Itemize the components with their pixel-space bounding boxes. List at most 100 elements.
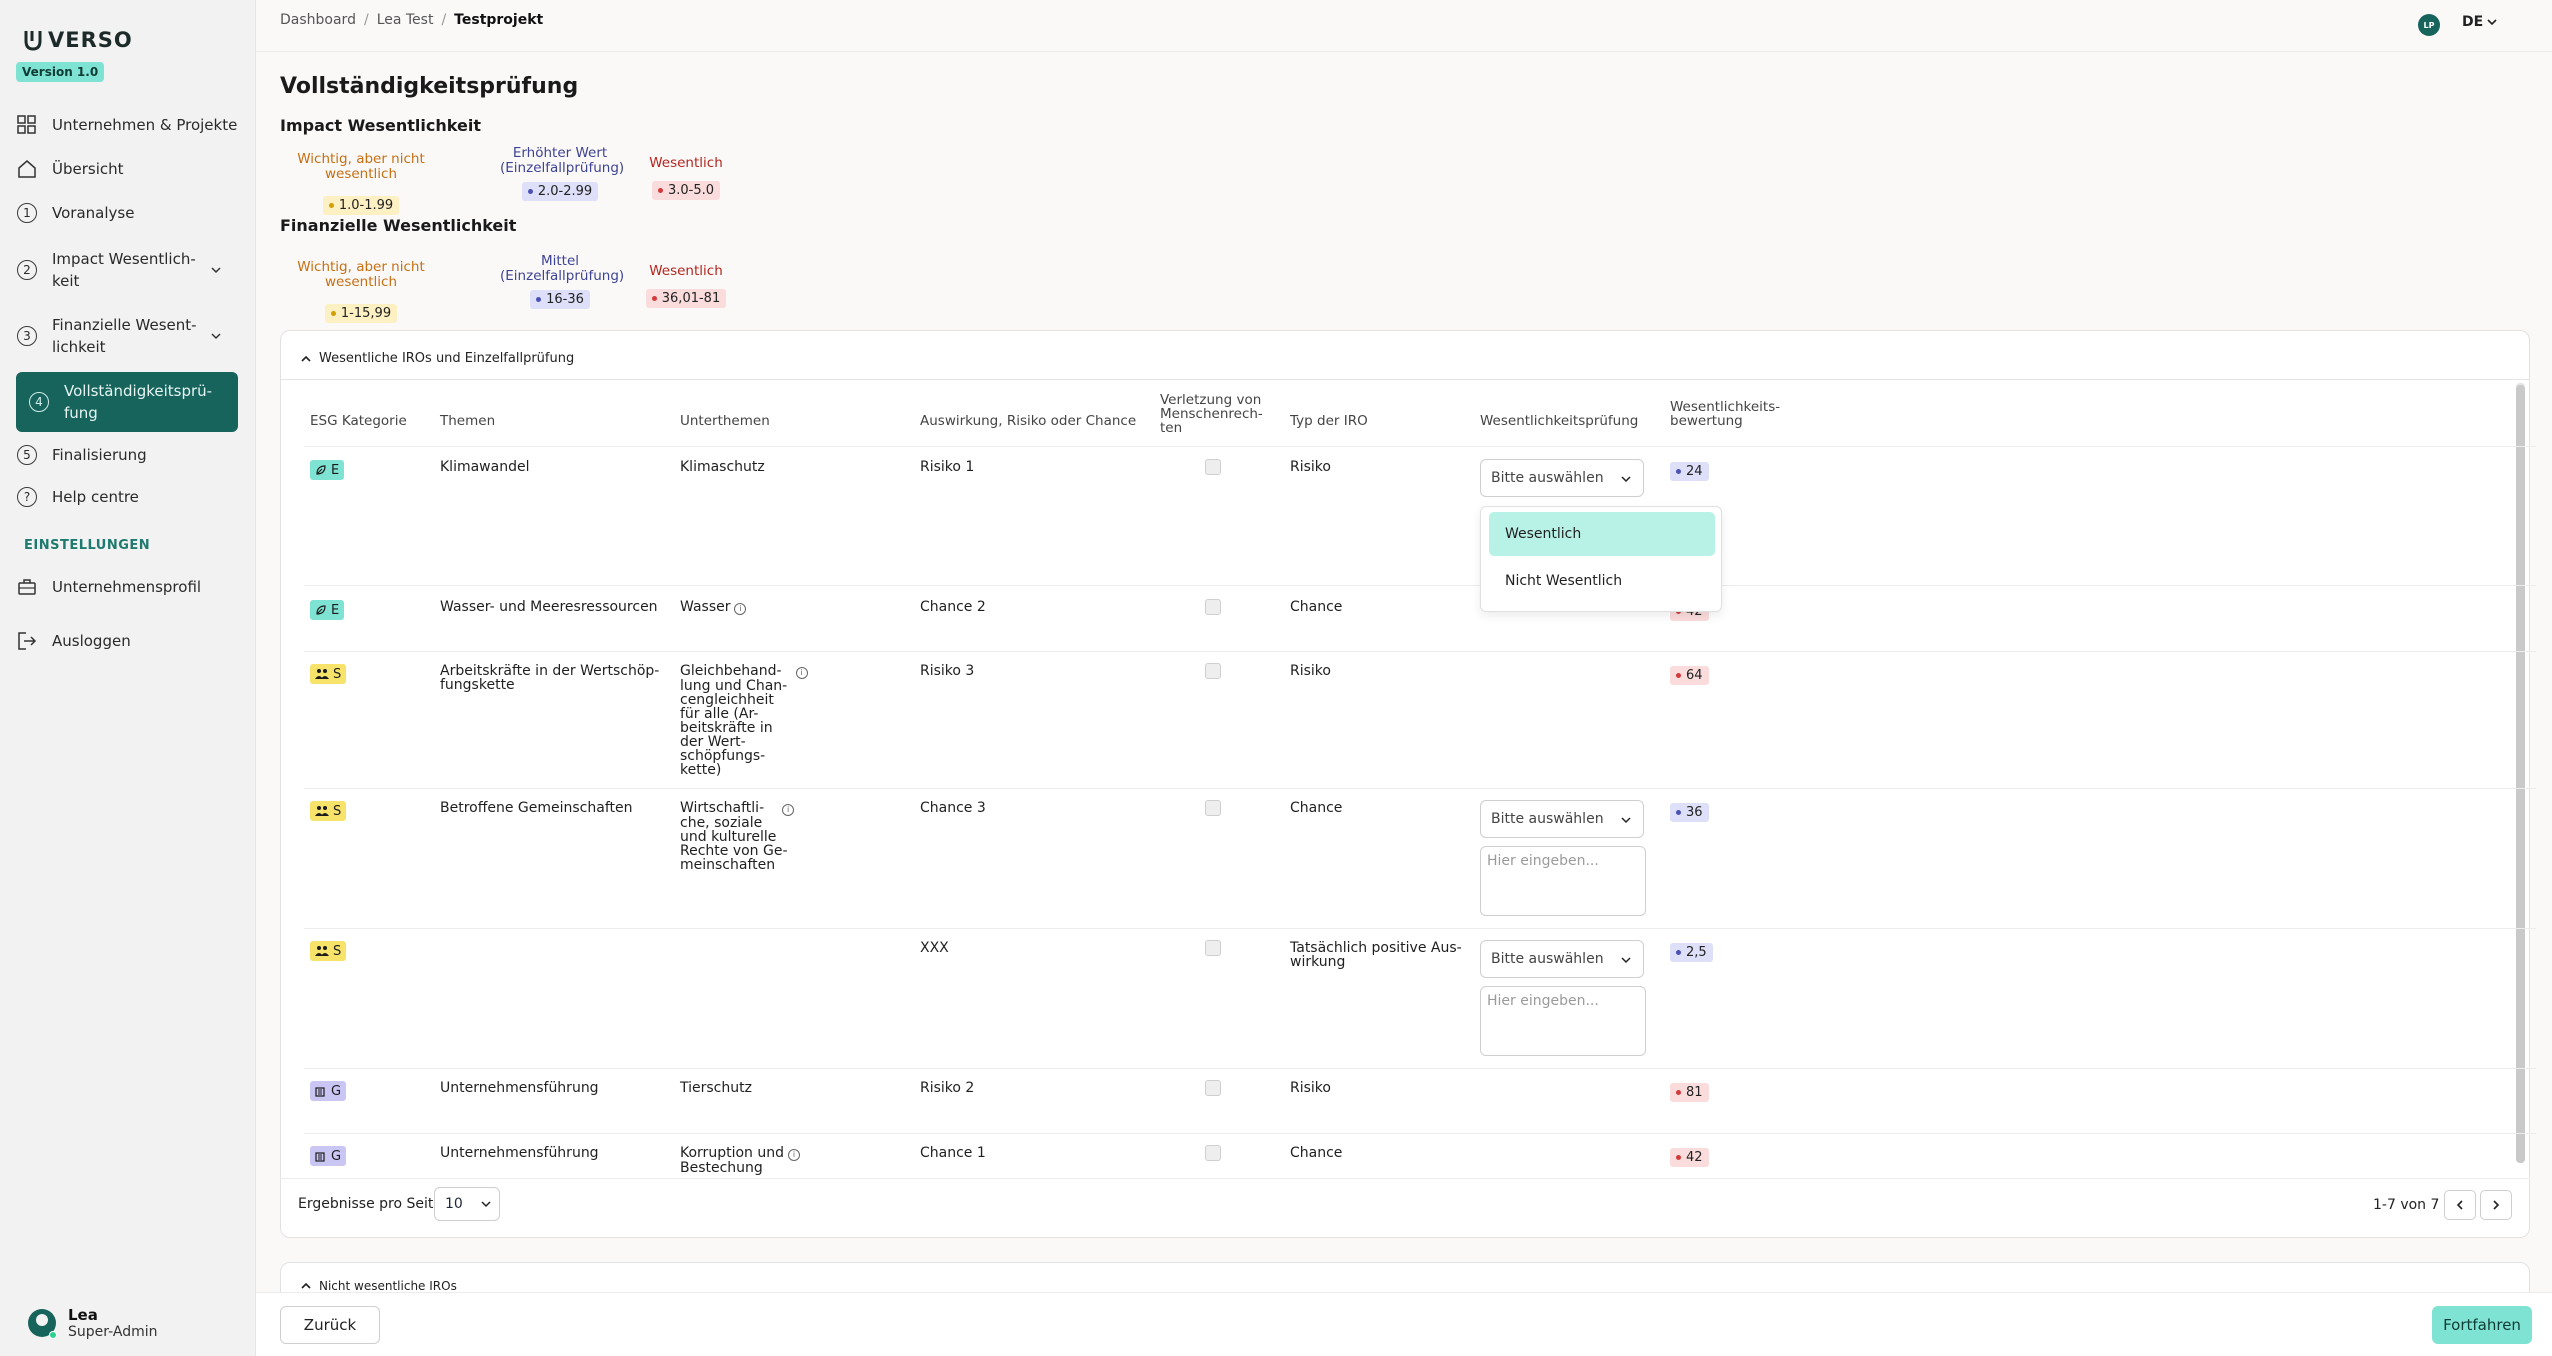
info-icon[interactable]: i (734, 603, 747, 615)
per-page-select[interactable]: 10 (434, 1187, 500, 1221)
materiality-select[interactable]: Bitte auswählen (1480, 800, 1644, 838)
scrollbar-thumb[interactable] (2516, 385, 2525, 1163)
question-icon: ? (16, 486, 38, 508)
score-badge: 81 (1670, 1080, 1709, 1102)
human-rights-checkbox[interactable] (1205, 599, 1221, 615)
table-cell-typ: Chance (1290, 800, 1343, 816)
prev-page-button[interactable] (2444, 1190, 2476, 1220)
table-cell-themen: Wasser- und Meeresressourcen (440, 599, 658, 615)
step-1-icon: 1 (16, 202, 38, 224)
chevron-down-icon[interactable] (210, 264, 222, 276)
user-role: Super-Admin (68, 1324, 158, 1340)
table-cell-unterthemen: Gleichbehand-i lung und Chan-cengleichhe… (680, 664, 808, 777)
breadcrumb: Dashboard / Lea Test / Testprojekt (280, 12, 543, 28)
materiality-select[interactable]: Bitte auswählen (1480, 940, 1644, 978)
table-cell-typ: Chance (1290, 1145, 1343, 1161)
user-profile[interactable]: Lea Super-Admin (28, 1306, 157, 1340)
sidebar-item-voranalyse[interactable]: 1 Voranalyse (16, 202, 238, 224)
leaf-icon (316, 465, 326, 475)
legend-financial-high: Wesentlich 36,01-81 (636, 264, 736, 308)
table-cell-typ: Risiko (1290, 459, 1331, 475)
next-page-button[interactable] (2480, 1190, 2512, 1220)
human-rights-checkbox[interactable] (1205, 940, 1221, 956)
grid-icon (16, 114, 38, 136)
non-material-iros-panel: Nicht wesentliche IROs (280, 1262, 2530, 1292)
info-icon[interactable]: i (782, 804, 795, 816)
sidebar-item-unternehmensprofil[interactable]: Unternehmensprofil (16, 576, 238, 598)
esg-category-badge: S (310, 941, 347, 961)
dropdown-option-wesentlich[interactable]: Wesentlich (1489, 512, 1715, 556)
table-cell-typ: Chance (1290, 599, 1343, 615)
row-divider (304, 446, 2536, 447)
people-icon (315, 806, 329, 816)
panel-header[interactable]: Wesentliche IROs und Einzelfallprüfung (301, 351, 574, 366)
sidebar-item-finanzielle[interactable]: 3 Finanzielle Wesent-lichkeit (16, 314, 238, 358)
material-iros-panel: Wesentliche IROs und Einzelfallprüfung (280, 330, 2530, 1238)
range-badge: 36,01-81 (645, 289, 727, 308)
sidebar-item-unternehmen-projekte[interactable]: Unternehmen & Projekte (16, 114, 238, 136)
breadcrumb-lea-test[interactable]: Lea Test (376, 12, 434, 28)
sidebar-item-ausloggen[interactable]: Ausloggen (16, 630, 238, 652)
esg-category-badge: E (310, 460, 345, 480)
comment-textarea[interactable]: Hier eingeben... (1480, 986, 1646, 1056)
table-cell-auswirkung: XXX (920, 940, 949, 956)
human-rights-checkbox[interactable] (1205, 459, 1221, 475)
table-cell-typ: Risiko (1290, 663, 1331, 679)
human-rights-checkbox[interactable] (1205, 800, 1221, 816)
dropdown-option-nicht-wesentlich[interactable]: Nicht Wesentlich (1505, 573, 1623, 589)
esg-category-badge: S (310, 801, 347, 821)
table-cell-auswirkung: Chance 1 (920, 1145, 986, 1161)
comment-textarea[interactable]: Hier eingeben... (1480, 846, 1646, 916)
esg-category-badge: G (310, 1146, 347, 1166)
chevron-down-icon (2487, 19, 2497, 26)
sidebar-item-vollstaendigkeitspruefung[interactable]: 4 Vollständigkeitsprü-fung (16, 372, 238, 432)
table-cell-auswirkung: Chance 2 (920, 599, 986, 615)
human-rights-checkbox[interactable] (1205, 1145, 1221, 1161)
building-icon (315, 1087, 325, 1097)
table-cell-typ: Tatsächlich positive Aus-wirkung (1290, 940, 1462, 970)
step-2-icon: 2 (16, 259, 38, 281)
version-badge: Version 1.0 (16, 62, 105, 82)
continue-button[interactable]: Fortfahren (2432, 1306, 2532, 1344)
human-rights-checkbox[interactable] (1205, 1080, 1221, 1096)
people-icon (315, 669, 329, 679)
column-header-pruefung: Wesentlichkeitsprüfung (1480, 413, 1639, 429)
sidebar-item-help-centre[interactable]: ? Help centre (16, 486, 238, 508)
score-badge: 24 (1670, 459, 1709, 481)
column-header-themen: Themen (440, 413, 496, 429)
info-icon[interactable]: i (795, 667, 808, 679)
user-avatar[interactable]: LP (2418, 14, 2440, 36)
table-cell-typ: Risiko (1290, 1080, 1331, 1096)
language-selector[interactable]: DE (2462, 14, 2497, 30)
table-cell-unterthemen: Tierschutz (680, 1080, 752, 1096)
home-icon (16, 158, 38, 180)
legend-financial-low: Wichtig, aber nicht wesentlich 1-15,99 (297, 259, 425, 323)
panel-header[interactable]: Nicht wesentliche IROs (301, 1279, 457, 1292)
info-icon[interactable]: i (787, 1149, 800, 1161)
chevron-up-icon (301, 355, 311, 362)
breadcrumb-testprojekt: Testprojekt (454, 12, 544, 28)
score-badge: 64 (1670, 663, 1709, 685)
range-badge: 1.0-1.99 (322, 196, 400, 215)
human-rights-checkbox[interactable] (1205, 663, 1221, 679)
back-button[interactable]: Zurück (280, 1306, 380, 1344)
sidebar-item-uebersicht[interactable]: Übersicht (16, 158, 238, 180)
people-icon (315, 946, 329, 956)
sidebar-item-impact[interactable]: 2 Impact Wesentlich-keit (16, 248, 238, 292)
briefcase-icon (16, 576, 38, 598)
panel-title: Nicht wesentliche IROs (319, 1279, 457, 1292)
logo[interactable]: VERSO (24, 28, 133, 52)
step-3-icon: 3 (16, 325, 38, 347)
materiality-select[interactable]: Bitte auswählen (1480, 459, 1644, 497)
pagination-info: 1-7 von 7 (2373, 1197, 2440, 1213)
breadcrumb-dashboard[interactable]: Dashboard (280, 12, 356, 28)
chevron-up-icon (301, 1282, 311, 1289)
sidebar-item-label: Voranalyse (52, 204, 135, 222)
breadcrumb-separator: / (363, 12, 369, 28)
sidebar-item-finalisierung[interactable]: 5 Finalisierung (16, 444, 238, 466)
table-cell-unterthemen: Klimaschutz (680, 459, 765, 475)
legend-impact-mid: Erhöhter Wert (Einzelfallprüfung) 2.0-2.… (500, 145, 625, 201)
chevron-down-icon[interactable] (210, 330, 222, 342)
table-cell-auswirkung: Risiko 3 (920, 663, 975, 679)
table-cell-themen: Arbeitskräfte in der Wertschöp-fungskett… (440, 663, 660, 693)
